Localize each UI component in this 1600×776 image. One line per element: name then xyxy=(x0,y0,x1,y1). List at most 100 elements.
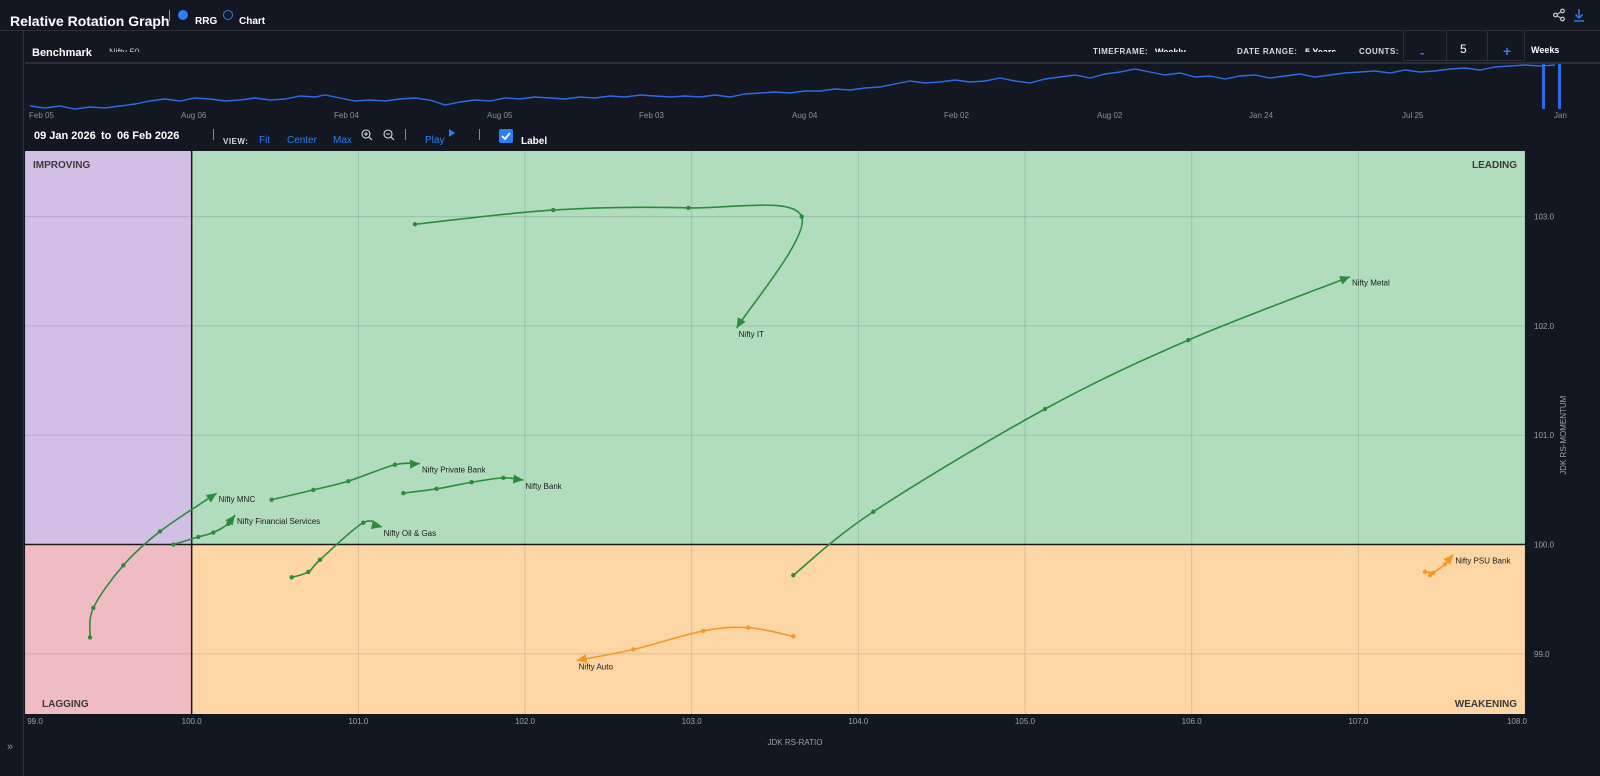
data-point[interactable] xyxy=(871,509,876,514)
timeline-label: Aug 02 xyxy=(1097,111,1123,120)
data-point[interactable] xyxy=(311,487,316,493)
data-point[interactable] xyxy=(1427,572,1433,578)
data-point[interactable] xyxy=(1431,570,1436,576)
counts-increment-button[interactable]: + xyxy=(1503,43,1512,59)
data-point[interactable] xyxy=(799,214,804,219)
download-icon[interactable] xyxy=(1572,8,1586,22)
zoom-in-icon[interactable] xyxy=(361,129,373,141)
benchmark-select[interactable]: Nifty 50 xyxy=(109,47,140,52)
arrow-head[interactable] xyxy=(409,459,420,469)
y-tick-label: 101.0 xyxy=(1534,431,1555,440)
series-nifty-oil-gas[interactable]: Nifty Oil & Gas xyxy=(289,520,436,580)
data-point[interactable] xyxy=(392,462,398,467)
arrow-head[interactable] xyxy=(205,493,217,503)
data-point[interactable] xyxy=(401,490,406,496)
play-button[interactable]: Play xyxy=(425,135,445,146)
range-handle-right[interactable] xyxy=(1558,64,1561,109)
x-axis-title: JDK RS-RATIO xyxy=(768,738,823,747)
data-point[interactable] xyxy=(289,575,294,580)
y-tick-label: 103.0 xyxy=(1534,213,1555,222)
series-label: Nifty PSU Bank xyxy=(1455,556,1511,565)
data-point[interactable] xyxy=(701,628,706,634)
arrow-head[interactable] xyxy=(370,520,382,530)
arrow-head[interactable] xyxy=(1339,276,1350,285)
share-icon[interactable] xyxy=(1552,8,1566,22)
data-point[interactable] xyxy=(211,530,216,535)
data-point[interactable] xyxy=(171,542,176,547)
series-label: Nifty Private Bank xyxy=(422,466,487,475)
timeline-label: Aug 05 xyxy=(487,111,513,120)
counts-decrement-button[interactable]: - xyxy=(1420,45,1425,60)
data-point[interactable] xyxy=(269,497,274,502)
view-center-button[interactable]: Center xyxy=(287,135,318,146)
data-point[interactable] xyxy=(686,205,691,211)
data-point[interactable] xyxy=(317,557,323,563)
series-nifty-mnc[interactable]: Nifty MNC xyxy=(87,492,256,640)
series-nifty-metal[interactable]: Nifty Metal xyxy=(791,275,1390,578)
data-point[interactable] xyxy=(434,486,439,491)
counts-label: COUNTS: xyxy=(1359,47,1399,56)
rrg-radio[interactable] xyxy=(178,10,188,20)
data-point[interactable] xyxy=(87,635,93,640)
x-tick-label: 105.0 xyxy=(1015,717,1036,726)
arrow-head[interactable] xyxy=(225,515,235,526)
x-tick-label: 104.0 xyxy=(848,717,869,726)
data-point[interactable] xyxy=(196,534,201,540)
data-point[interactable] xyxy=(791,634,796,639)
series-nifty-it[interactable]: Nifty IT xyxy=(412,204,804,339)
date-to[interactable]: 06 Feb 2026 xyxy=(117,130,180,142)
data-point[interactable] xyxy=(412,222,418,227)
rrg-chart[interactable]: 99.0 100.0 101.0 102.0 103.0 104.0 105.0 106.0 1… xyxy=(25,150,1600,760)
view-max-button[interactable]: Max xyxy=(333,135,352,146)
data-point[interactable] xyxy=(91,605,96,611)
arrow-head[interactable] xyxy=(512,474,524,484)
rrg-plot[interactable]: 99.0 100.0 101.0 102.0 103.0 104.0 105.0 106.0 1… xyxy=(25,150,1600,760)
series-nifty-psu-bank[interactable]: Nifty PSU Bank xyxy=(1422,553,1512,578)
chart-radio[interactable] xyxy=(223,10,233,20)
arrow-head[interactable] xyxy=(1443,554,1454,565)
data-point[interactable] xyxy=(469,480,474,485)
data-point[interactable] xyxy=(1186,337,1191,343)
date-range-label: DATE RANGE: xyxy=(1237,47,1298,56)
divider xyxy=(479,129,480,140)
data-point[interactable] xyxy=(157,529,163,534)
expand-panel-icon[interactable]: » xyxy=(7,741,14,753)
rrg-mode-label[interactable]: RRG xyxy=(195,16,218,27)
data-point[interactable] xyxy=(361,520,366,525)
timeframe-select[interactable]: Weekly xyxy=(1155,47,1186,52)
zoom-out-icon[interactable] xyxy=(383,129,395,141)
series-nifty-auto[interactable]: Nifty Auto xyxy=(576,625,796,671)
data-point[interactable] xyxy=(501,475,506,481)
chart-mode-label[interactable]: Chart xyxy=(239,16,266,27)
series-nifty-financial-services[interactable]: Nifty Financial Services xyxy=(171,514,320,547)
data-point[interactable] xyxy=(1442,562,1448,567)
data-point[interactable] xyxy=(1042,406,1048,412)
data-point[interactable] xyxy=(306,569,311,575)
series-nifty-bank[interactable]: Nifty Bank xyxy=(401,474,563,496)
range-handle-left[interactable] xyxy=(1542,64,1545,109)
divider xyxy=(213,129,214,140)
header-bar: Relative Rotation Graph RRG Chart xyxy=(0,0,1600,31)
timeline-navigator[interactable]: Feb 05 Aug 06 Feb 04 Aug 05 Feb 03 Aug 0… xyxy=(25,63,1600,123)
x-tick-label: 106.0 xyxy=(1182,717,1203,726)
data-point[interactable] xyxy=(791,572,796,578)
date-range-select[interactable]: 5 Years xyxy=(1305,47,1337,52)
series-nifty-private-bank[interactable]: Nifty Private Bank xyxy=(269,459,487,502)
counts-value[interactable]: 5 xyxy=(1460,42,1467,56)
series-label: Nifty Oil & Gas xyxy=(384,529,436,538)
data-point[interactable] xyxy=(1422,569,1428,575)
divider xyxy=(405,129,406,140)
data-point[interactable] xyxy=(746,625,751,630)
view-fit-button[interactable]: Fit xyxy=(259,135,271,146)
play-icon[interactable] xyxy=(448,129,456,137)
check-icon xyxy=(501,132,511,141)
arrow-head[interactable] xyxy=(576,654,588,663)
timeline-sparkline[interactable] xyxy=(25,63,1600,123)
data-point[interactable] xyxy=(551,207,556,213)
data-point[interactable] xyxy=(346,478,351,484)
date-from[interactable]: 09 Jan 2026 xyxy=(34,130,96,142)
data-point[interactable] xyxy=(631,647,636,652)
label-checkbox[interactable] xyxy=(499,129,513,143)
arrow-head[interactable] xyxy=(736,317,746,329)
data-point[interactable] xyxy=(121,563,126,568)
